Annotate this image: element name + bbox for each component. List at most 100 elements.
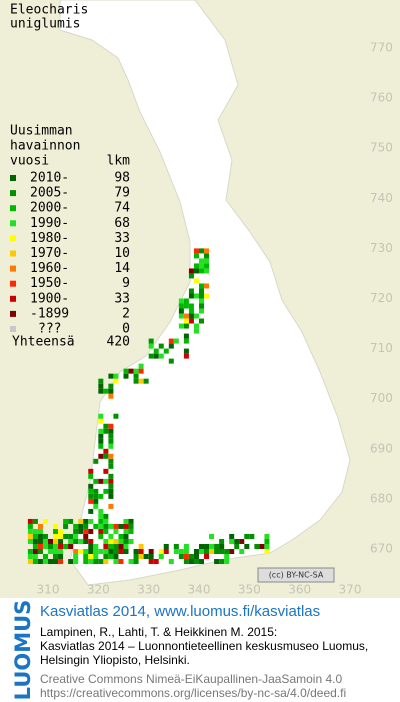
cc-badge — [257, 567, 335, 583]
x-grid-label: 310 — [37, 583, 60, 597]
occurrence-cell — [224, 554, 230, 560]
occurrence-cell — [108, 538, 114, 544]
occurrence-cell — [204, 283, 210, 289]
occurrence-cell — [219, 559, 225, 565]
occurrence-cell — [153, 559, 159, 565]
legend-swatch — [10, 310, 16, 317]
legend-count: 2 — [122, 306, 130, 321]
occurrence-cell — [128, 518, 134, 524]
occurrence-cell — [199, 318, 204, 324]
occurrence-cell — [88, 493, 94, 499]
occurrence-cell — [128, 528, 134, 534]
occurrence-cell — [73, 549, 79, 554]
legend-swatch — [10, 220, 16, 227]
occurrence-cell — [88, 559, 94, 565]
occurrence-cell — [98, 549, 104, 554]
occurrence-cell — [37, 528, 43, 534]
legend-label: 1980- — [30, 231, 69, 246]
legend-swatch — [10, 250, 16, 257]
occurrence-cell — [138, 363, 144, 369]
legend-count: 79 — [114, 186, 130, 201]
occurrence-cell — [168, 343, 174, 349]
occurrence-cell — [249, 533, 255, 539]
occurrence-cell — [53, 528, 59, 534]
logo: LUOMUS — [11, 600, 35, 701]
occurrence-cell — [103, 559, 109, 565]
legend-count: 33 — [114, 291, 130, 306]
x-grid-label: 370 — [339, 583, 362, 597]
occurrence-cell — [103, 488, 109, 494]
occurrence-cell — [183, 318, 189, 324]
occurrence-cell — [193, 549, 199, 554]
occurrence-cell — [148, 343, 154, 349]
occurrence-cell — [93, 458, 99, 464]
occurrence-cell — [78, 523, 84, 529]
occurrence-cell — [239, 549, 245, 554]
occurrence-cell — [204, 554, 210, 560]
occurrence-cell — [199, 263, 204, 269]
occurrence-cell — [133, 554, 139, 560]
occurrence-cell — [108, 458, 114, 464]
citation: Kasviatlas 2014 – Luonnontieteellinen ke… — [40, 639, 368, 653]
occurrence-cell — [108, 483, 114, 489]
occurrence-cell — [118, 538, 124, 544]
x-grid-label: 340 — [188, 583, 211, 597]
occurrence-cell — [83, 559, 89, 565]
occurrence-cell — [83, 533, 89, 539]
occurrence-cell — [123, 373, 129, 379]
occurrence-cell — [68, 543, 74, 549]
occurrence-cell — [199, 268, 204, 274]
occurrence-cell — [58, 559, 64, 565]
occurrence-cell — [103, 448, 109, 454]
occurrence-cell — [58, 543, 64, 549]
license[interactable]: https://creativecommons.org/licenses/by-… — [40, 686, 346, 700]
occurrence-cell — [123, 543, 129, 549]
occurrence-cell — [78, 549, 84, 554]
occurrence-cell — [108, 443, 114, 449]
occurrence-cell — [193, 253, 199, 259]
occurrence-cell — [183, 338, 189, 344]
occurrence-cell — [58, 528, 64, 534]
occurrence-cell — [214, 543, 220, 549]
citation: Lampinen, R., Lahti, T. & Heikkinen M. 2… — [40, 625, 277, 639]
occurrence-cell — [27, 554, 33, 560]
occurrence-cell — [58, 554, 64, 560]
occurrence-cell — [178, 313, 184, 319]
legend-count: 14 — [114, 261, 130, 276]
occurrence-cell — [108, 493, 114, 499]
occurrence-cell — [88, 554, 94, 560]
occurrence-cell — [103, 388, 109, 394]
occurrence-cell — [224, 559, 230, 565]
occurrence-cell — [178, 323, 184, 329]
occurrence-cell — [239, 538, 245, 544]
occurrence-cell — [113, 373, 119, 379]
occurrence-cell — [163, 543, 169, 549]
occurrence-cell — [27, 549, 33, 554]
occurrence-cell — [88, 483, 94, 489]
legend-count: 98 — [114, 171, 130, 186]
species-name: Eleocharis — [10, 3, 88, 18]
total-label: Yhteensä — [12, 335, 75, 350]
occurrence-cell — [123, 523, 129, 529]
legend-count: 9 — [122, 276, 130, 291]
occurrence-cell — [188, 303, 194, 309]
occurrence-cell — [93, 559, 99, 565]
occurrence-cell — [48, 543, 53, 549]
occurrence-cell — [37, 538, 43, 544]
legend-label: 1950- — [30, 276, 69, 291]
occurrence-cell — [42, 543, 48, 549]
occurrence-cell — [98, 413, 104, 419]
occurrence-cell — [93, 549, 99, 554]
occurrence-cell — [48, 559, 53, 565]
occurrence-cell — [204, 543, 210, 549]
occurrence-cell — [214, 559, 220, 565]
occurrence-cell — [83, 518, 89, 524]
occurrence-cell — [103, 523, 109, 529]
occurrence-cell — [108, 428, 114, 434]
atlas-link[interactable]: Kasviatlas 2014, www.luomus.fi/kasviatla… — [40, 603, 320, 620]
occurrence-cell — [53, 533, 59, 539]
occurrence-cell — [98, 493, 104, 499]
occurrence-cell — [188, 313, 194, 319]
occurrence-cell — [148, 338, 154, 344]
occurrence-cell — [53, 523, 59, 529]
